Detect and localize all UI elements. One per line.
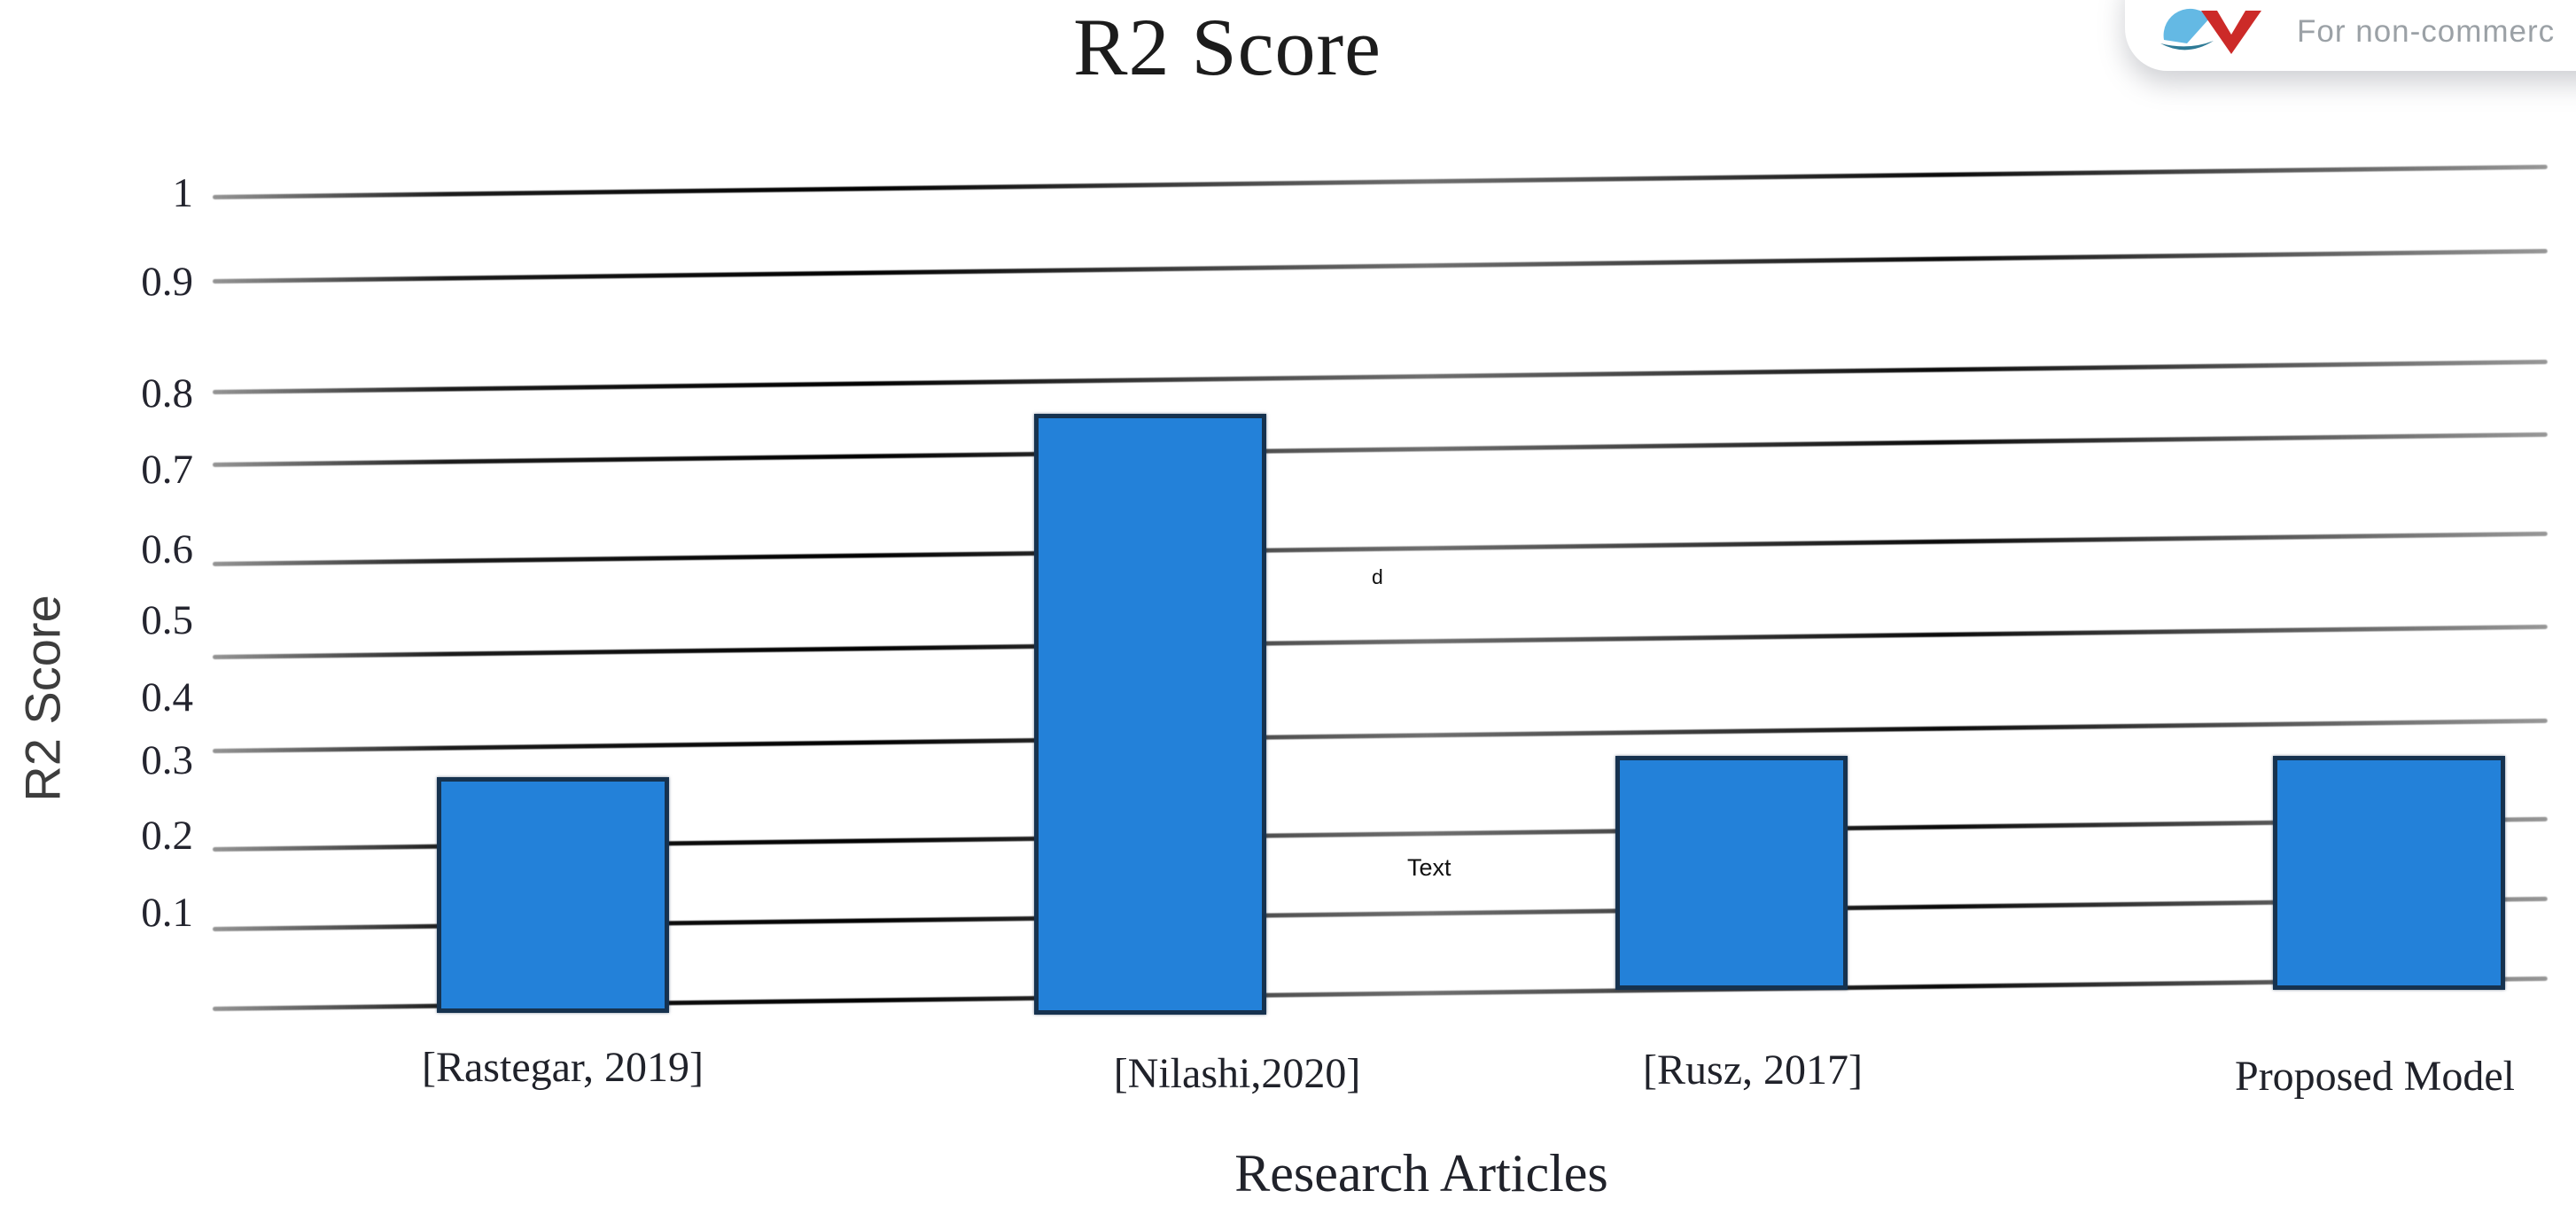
brand-v-logo-icon (2160, 8, 2261, 54)
gridline-0.9 (212, 248, 2548, 284)
x-category-label-nilashi-2020: [Nilashi,2020] (1113, 1050, 1361, 1097)
gridline-1 (212, 164, 2548, 199)
x-category-label-proposed-model: Proposed Model (2235, 1053, 2515, 1100)
bar-nilashi-2020 (1034, 414, 1266, 1015)
gridline-0.7 (212, 432, 2548, 467)
y-tick-label-0.5: 0.5 (141, 597, 193, 643)
gridline-0.8 (212, 359, 2548, 394)
watermark-text: For non-commerc (2297, 14, 2556, 49)
stray-annotation-d: d (1372, 565, 1383, 588)
y-tick-label-0.8: 0.8 (141, 370, 193, 416)
gridline-0.4 (212, 718, 2548, 753)
x-category-label-rusz-2017: [Rusz, 2017] (1643, 1047, 1863, 1094)
y-tick-label-1: 1 (172, 170, 194, 216)
y-tick-label-0.3: 0.3 (141, 737, 193, 783)
y-tick-label-0.4: 0.4 (141, 674, 193, 720)
stray-annotation-text: Text (1407, 854, 1451, 881)
y-tick-label-0.7: 0.7 (141, 447, 193, 493)
bar-rusz-2017 (1615, 756, 1848, 990)
bar-proposed-model (2273, 756, 2505, 990)
y-tick-label-0.1: 0.1 (141, 890, 193, 936)
x-category-label-rastegar-2019: [Rastegar, 2019] (422, 1044, 704, 1091)
watermark-card: For non-commerc (2125, 0, 2576, 71)
gridline-0.6 (212, 531, 2548, 566)
x-axis-title: Research Articles (1234, 1144, 1608, 1203)
y-tick-label-0.2: 0.2 (141, 813, 193, 859)
y-tick-label-0.6: 0.6 (141, 526, 193, 572)
bar-rastegar-2019 (437, 777, 669, 1013)
chart-title: R2 Score (1073, 2, 1381, 92)
y-tick-label-0.9: 0.9 (141, 259, 193, 305)
gridline-0.5 (212, 624, 2548, 659)
